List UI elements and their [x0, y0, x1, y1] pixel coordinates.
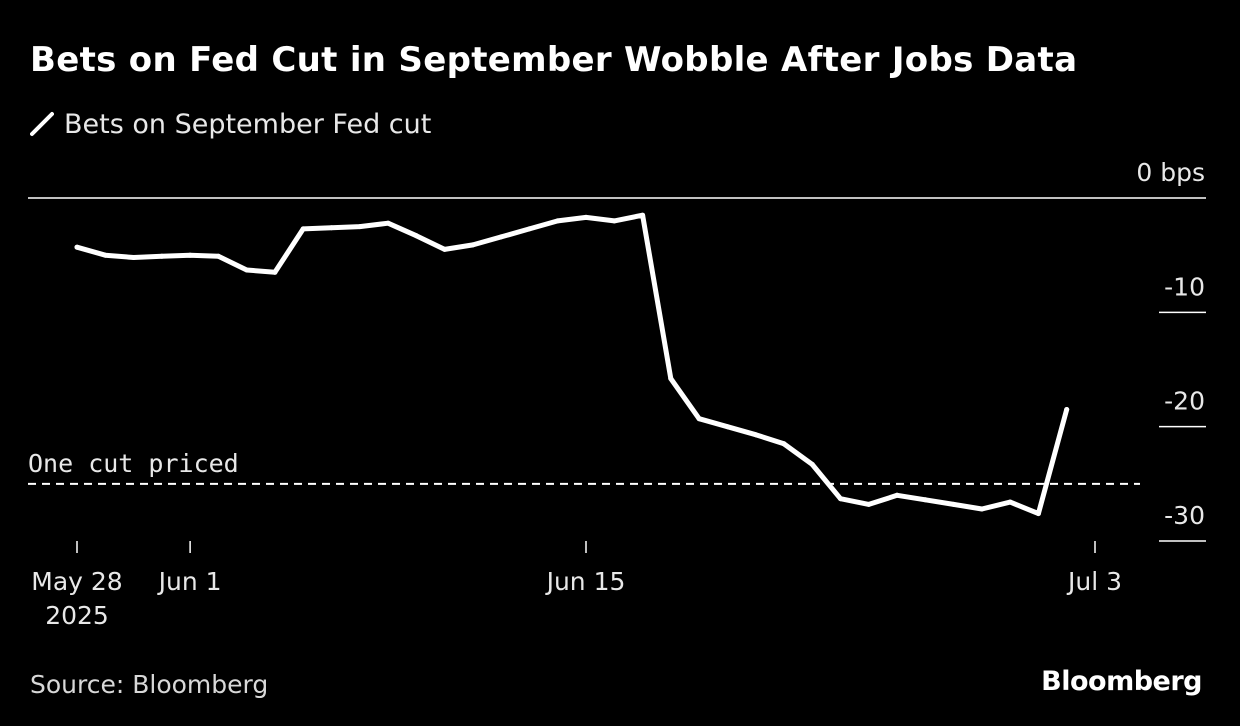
data-point-0-22: [696, 416, 702, 422]
data-point-0-27: [838, 496, 843, 502]
legend: Bets on September Fed cut: [30, 108, 431, 140]
data-point-0-23: [724, 424, 730, 430]
data-point-0-18: [583, 214, 589, 220]
data-point-0-9: [329, 225, 334, 231]
data-point-0-21: [668, 376, 674, 382]
data-point-0-30: [922, 497, 928, 503]
source-note: Source: Bloomberg: [30, 670, 269, 699]
x-tick-sublabel-0: 2025: [45, 601, 109, 630]
data-point-0-26: [809, 461, 815, 467]
x-tick-label-1: Jun 1: [157, 567, 222, 596]
x-tick-label-0: May 28: [31, 567, 122, 596]
data-point-0-33: [1007, 499, 1013, 505]
data-point-0-14: [470, 242, 476, 248]
data-point-0-4: [187, 252, 193, 258]
data-point-0-28: [866, 501, 872, 507]
series-line-0: [74, 212, 1070, 517]
data-point-0-8: [300, 226, 306, 232]
data-point-0-31: [951, 501, 957, 507]
bloomberg-logo: Bloomberg: [1041, 666, 1202, 697]
y-tick-label-2: -20: [1164, 387, 1205, 416]
data-point-0-24: [753, 432, 759, 438]
data-point-0-32: [979, 506, 985, 512]
data-point-0-12: [413, 233, 419, 239]
data-point-0-10: [357, 224, 363, 230]
data-point-0-11: [385, 220, 391, 226]
y-tick-label-0: 0 bps: [1136, 158, 1205, 187]
data-point-0-29: [894, 492, 900, 498]
x-tick-label-2: Jun 15: [545, 567, 626, 596]
chart-title: Bets on Fed Cut in September Wobble Afte…: [30, 40, 1078, 80]
data-point-0-0: [74, 244, 80, 250]
data-point-0-3: [159, 253, 165, 259]
data-point-0-34: [1035, 511, 1041, 517]
data-point-0-35: [1064, 407, 1070, 412]
legend-label: Bets on September Fed cut: [64, 108, 432, 140]
x-tick-label-3: Jul 3: [1066, 567, 1122, 596]
data-point-0-16: [526, 226, 532, 232]
legend-line-icon: [30, 112, 54, 136]
data-point-0-25: [781, 441, 787, 447]
reference-line-label: One cut priced: [28, 449, 239, 478]
data-point-0-5: [215, 253, 221, 259]
data-point-0-20: [640, 212, 646, 218]
y-tick-label-3: -30: [1164, 501, 1205, 530]
data-point-0-2: [131, 255, 137, 260]
data-point-0-1: [102, 252, 108, 258]
data-point-0-13: [442, 246, 448, 252]
y-tick-label-1: -10: [1164, 272, 1205, 301]
data-point-0-17: [555, 218, 561, 224]
data-point-0-15: [498, 234, 504, 240]
data-point-0-7: [272, 269, 278, 275]
data-point-0-19: [611, 218, 617, 224]
data-point-0-6: [244, 267, 250, 273]
